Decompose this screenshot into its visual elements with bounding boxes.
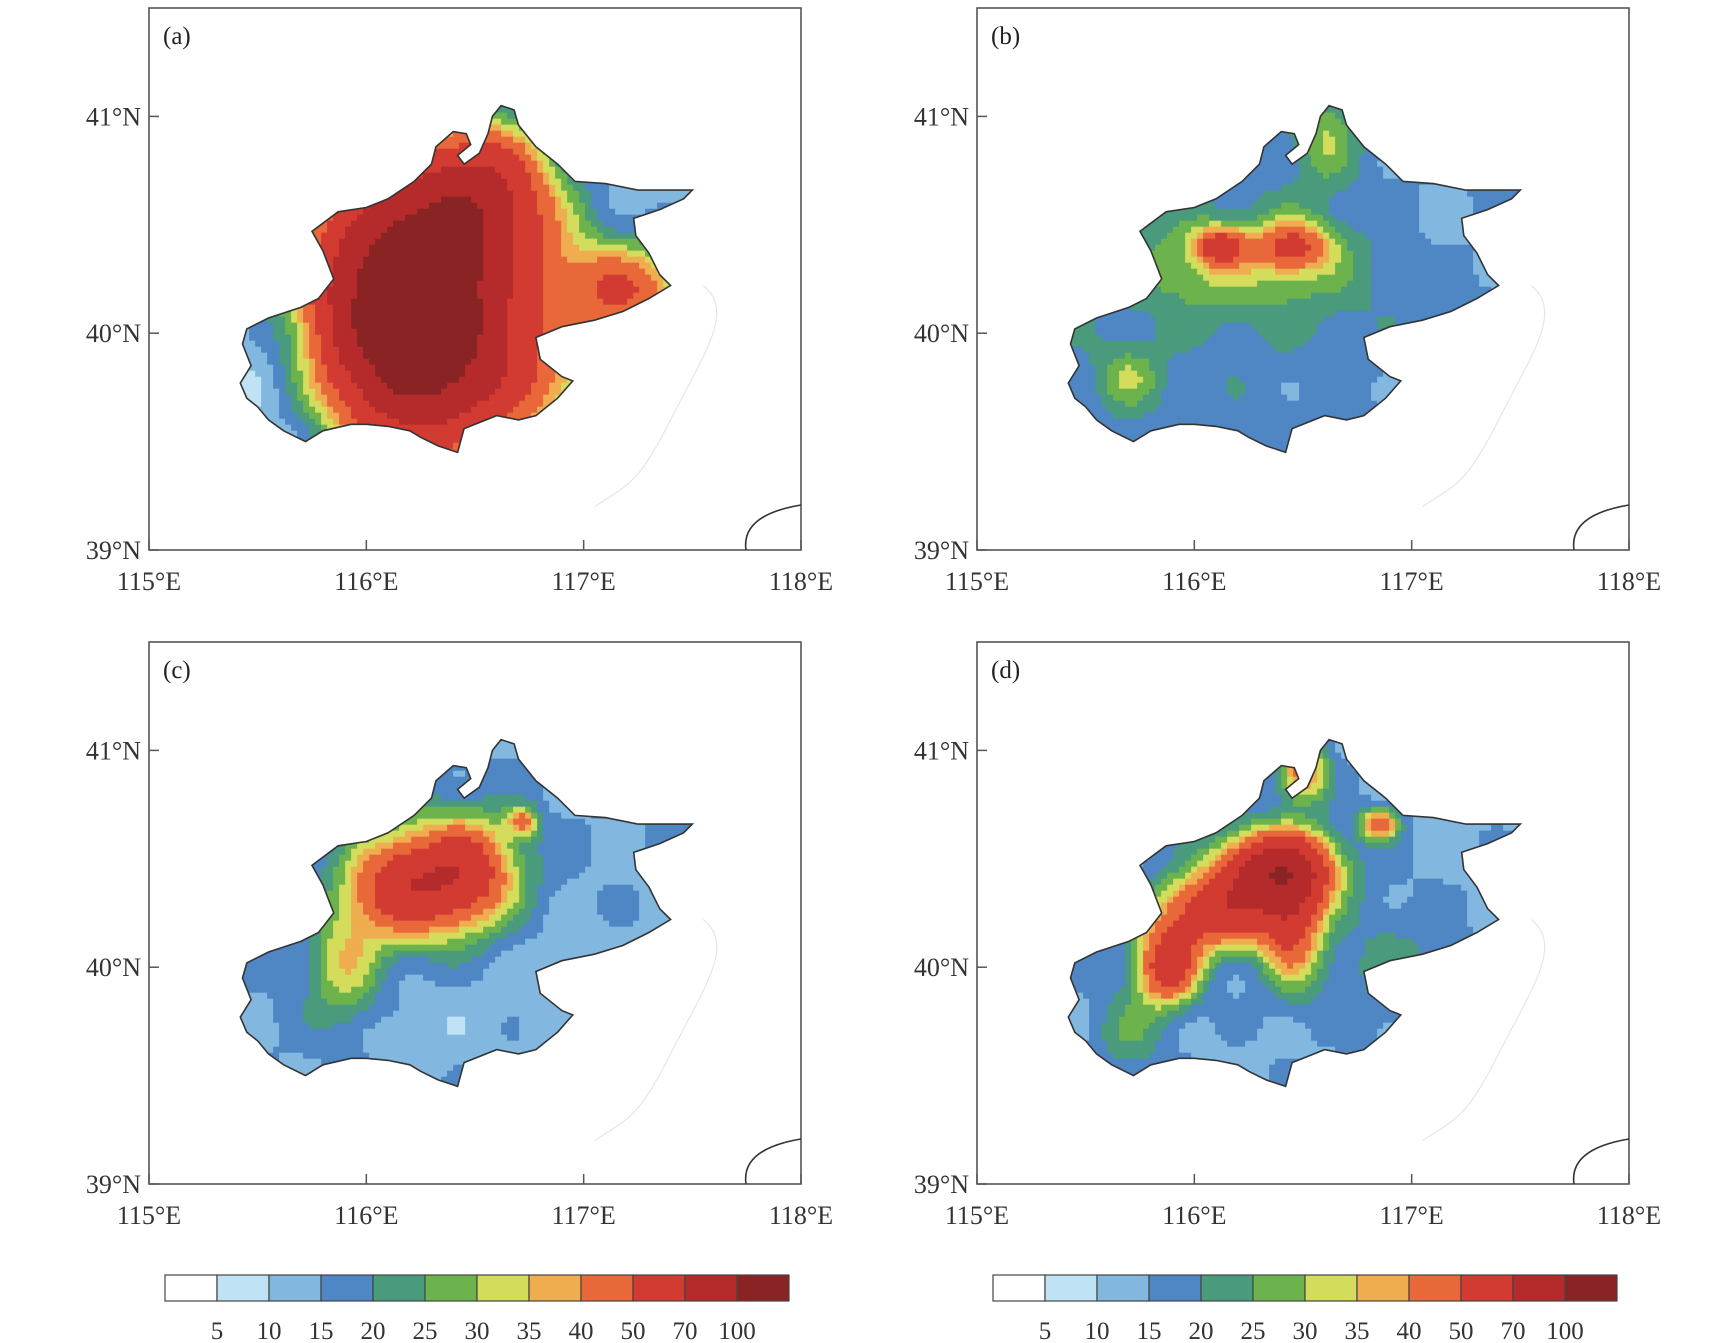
x-tick-label: 116°E [334,1201,398,1230]
x-tick-label: 117°E [552,567,616,596]
colorbar-swatch [320,1274,374,1302]
colorbar-label: 50 [1449,1318,1474,1343]
coast-arc [744,504,802,551]
y-tick-label: 40°N [86,319,141,348]
colorbar-label: 30 [1293,1318,1318,1343]
colorbar: 5 10 15 20 25 30 35 40 50 70 100 [992,1274,1618,1343]
coast-arc [1572,504,1630,551]
map-panel-c: (c) 115°E 116°E 117°E 118°E 39°N 40°N 41°N [86,641,833,1230]
x-tick-label: 115°E [117,567,181,596]
colorbar-swatch [992,1274,1046,1302]
colorbar-label: 35 [1345,1318,1370,1343]
y-tick-label: 41°N [914,102,969,131]
colorbar-swatch [164,1274,218,1302]
x-tick-label: 115°E [945,567,1009,596]
colorbar-label: 20 [361,1318,386,1343]
colorbar-label: 40 [1397,1318,1422,1343]
y-tick-label: 39°N [86,536,141,565]
y-tick-label: 39°N [86,1170,141,1199]
colorbar-swatch [424,1274,478,1302]
colorbar-swatch [736,1274,790,1302]
colorbar-label: 70 [1501,1318,1526,1343]
panel-label: (c) [163,657,191,684]
colorbar-label: 5 [1039,1318,1052,1343]
x-tick-label: 116°E [1162,567,1226,596]
colorbar-label: 15 [1137,1318,1162,1343]
colorbar-swatch [268,1274,322,1302]
coast-arc [744,1138,802,1185]
colorbar-label: 35 [517,1318,542,1343]
map-panel-b: (b) 115°E 116°E 117°E 118°E 39°N 40°N 41°N [914,7,1661,596]
colorbar-swatch [372,1274,426,1302]
colorbar-swatch [684,1274,738,1302]
colorbar-swatch [1408,1274,1462,1302]
colorbar-swatch [1564,1274,1618,1302]
colorbar-label: 20 [1189,1318,1214,1343]
colorbar-label: 25 [413,1318,438,1343]
colorbar-swatch [1512,1274,1566,1302]
colorbar-label: 100 [718,1318,756,1343]
colorbar-label: 5 [211,1318,224,1343]
colorbar: 5 10 15 20 25 30 35 40 50 70 100 [164,1274,790,1343]
colorbar-label: 50 [621,1318,646,1343]
x-tick-label: 118°E [1597,567,1661,596]
neighbor-boundary [1422,919,1546,1142]
map-panel-a: (a) 115°E 116°E 117°E 118°E 39°N 40°N 41°N [86,7,833,596]
x-tick-label: 118°E [1597,1201,1661,1230]
y-tick-label: 41°N [86,736,141,765]
y-tick-label: 39°N [914,536,969,565]
colorbar-label: 40 [569,1318,594,1343]
x-tick-label: 115°E [945,1201,1009,1230]
province-boundary [239,738,695,1088]
x-tick-label: 116°E [1162,1201,1226,1230]
colorbar-swatch [1460,1274,1514,1302]
x-tick-label: 115°E [117,1201,181,1230]
colorbar-swatch [1200,1274,1254,1302]
neighbor-boundary [594,919,718,1142]
panel-label: (b) [991,23,1020,50]
colorbar-swatch [528,1274,582,1302]
colorbar-label: 25 [1241,1318,1266,1343]
y-tick-label: 41°N [86,102,141,131]
x-tick-label: 117°E [1380,567,1444,596]
colorbar-label: 100 [1546,1318,1584,1343]
colorbar-label: 10 [257,1318,282,1343]
colorbar-swatch [1044,1274,1098,1302]
colorbar-swatch [1096,1274,1150,1302]
colorbar-swatch [1252,1274,1306,1302]
colorbar-swatch [476,1274,530,1302]
x-tick-label: 117°E [1380,1201,1444,1230]
x-tick-label: 118°E [769,1201,833,1230]
neighbor-boundary [594,285,718,508]
map-panel-d: (d) 115°E 116°E 117°E 118°E 39°N 40°N 41°N [914,641,1661,1230]
colorbar-swatch [216,1274,270,1302]
coast-arc [1572,1138,1630,1185]
colorbar-swatch [1304,1274,1358,1302]
x-tick-label: 117°E [552,1201,616,1230]
y-tick-label: 40°N [914,953,969,982]
neighbor-boundary [1422,285,1546,508]
x-tick-label: 116°E [334,567,398,596]
colorbar-label: 70 [673,1318,698,1343]
y-tick-label: 40°N [86,953,141,982]
province-boundary [239,104,695,454]
colorbar-swatch [632,1274,686,1302]
colorbar-swatch [580,1274,634,1302]
y-tick-label: 39°N [914,1170,969,1199]
colorbar-label: 15 [309,1318,334,1343]
panel-label: (a) [163,23,191,50]
province-boundary [1067,104,1523,454]
colorbar-label: 10 [1085,1318,1110,1343]
y-tick-label: 41°N [914,736,969,765]
colorbar-swatch [1148,1274,1202,1302]
x-tick-label: 118°E [769,567,833,596]
panel-label: (d) [991,657,1020,684]
colorbar-swatch [1356,1274,1410,1302]
colorbar-label: 30 [465,1318,490,1343]
y-tick-label: 40°N [914,319,969,348]
province-boundary [1067,738,1523,1088]
